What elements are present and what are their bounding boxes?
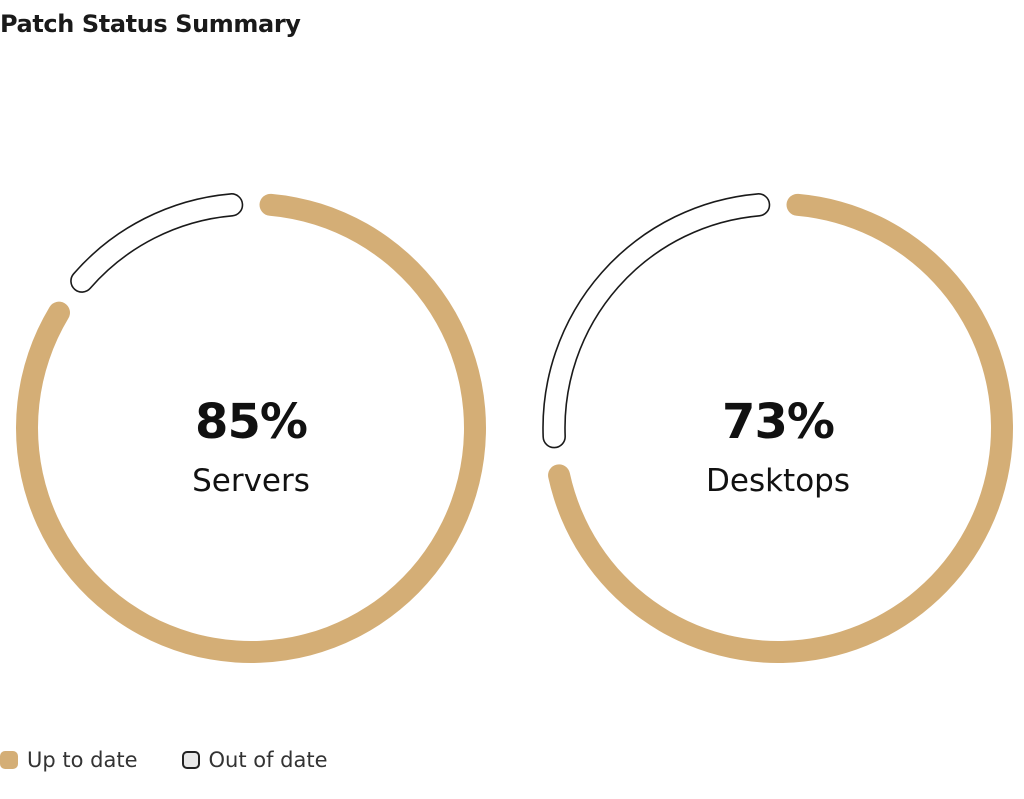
desktops-label: Desktops	[706, 463, 850, 499]
legend: Up to date Out of date	[0, 748, 372, 772]
legend-swatch-up-to-date	[0, 751, 18, 769]
chart-title: Patch Status Summary	[0, 10, 301, 38]
legend-label-out-of-date: Out of date	[208, 748, 328, 772]
servers-percent-value: 85%	[195, 394, 307, 450]
legend-item-out-of-date: Out of date	[181, 748, 328, 772]
servers-label: Servers	[192, 463, 310, 499]
servers-out-of-date-arc	[70, 193, 244, 293]
desktops-out-of-date-arc	[542, 193, 771, 449]
legend-item-up-to-date: Up to date	[0, 748, 138, 772]
legend-label-up-to-date: Up to date	[27, 748, 138, 772]
desktops-percent-value: 73%	[722, 394, 834, 450]
legend-swatch-out-of-date	[181, 751, 200, 769]
donut-charts: 85% Servers 73% Desktops	[16, 193, 1013, 663]
